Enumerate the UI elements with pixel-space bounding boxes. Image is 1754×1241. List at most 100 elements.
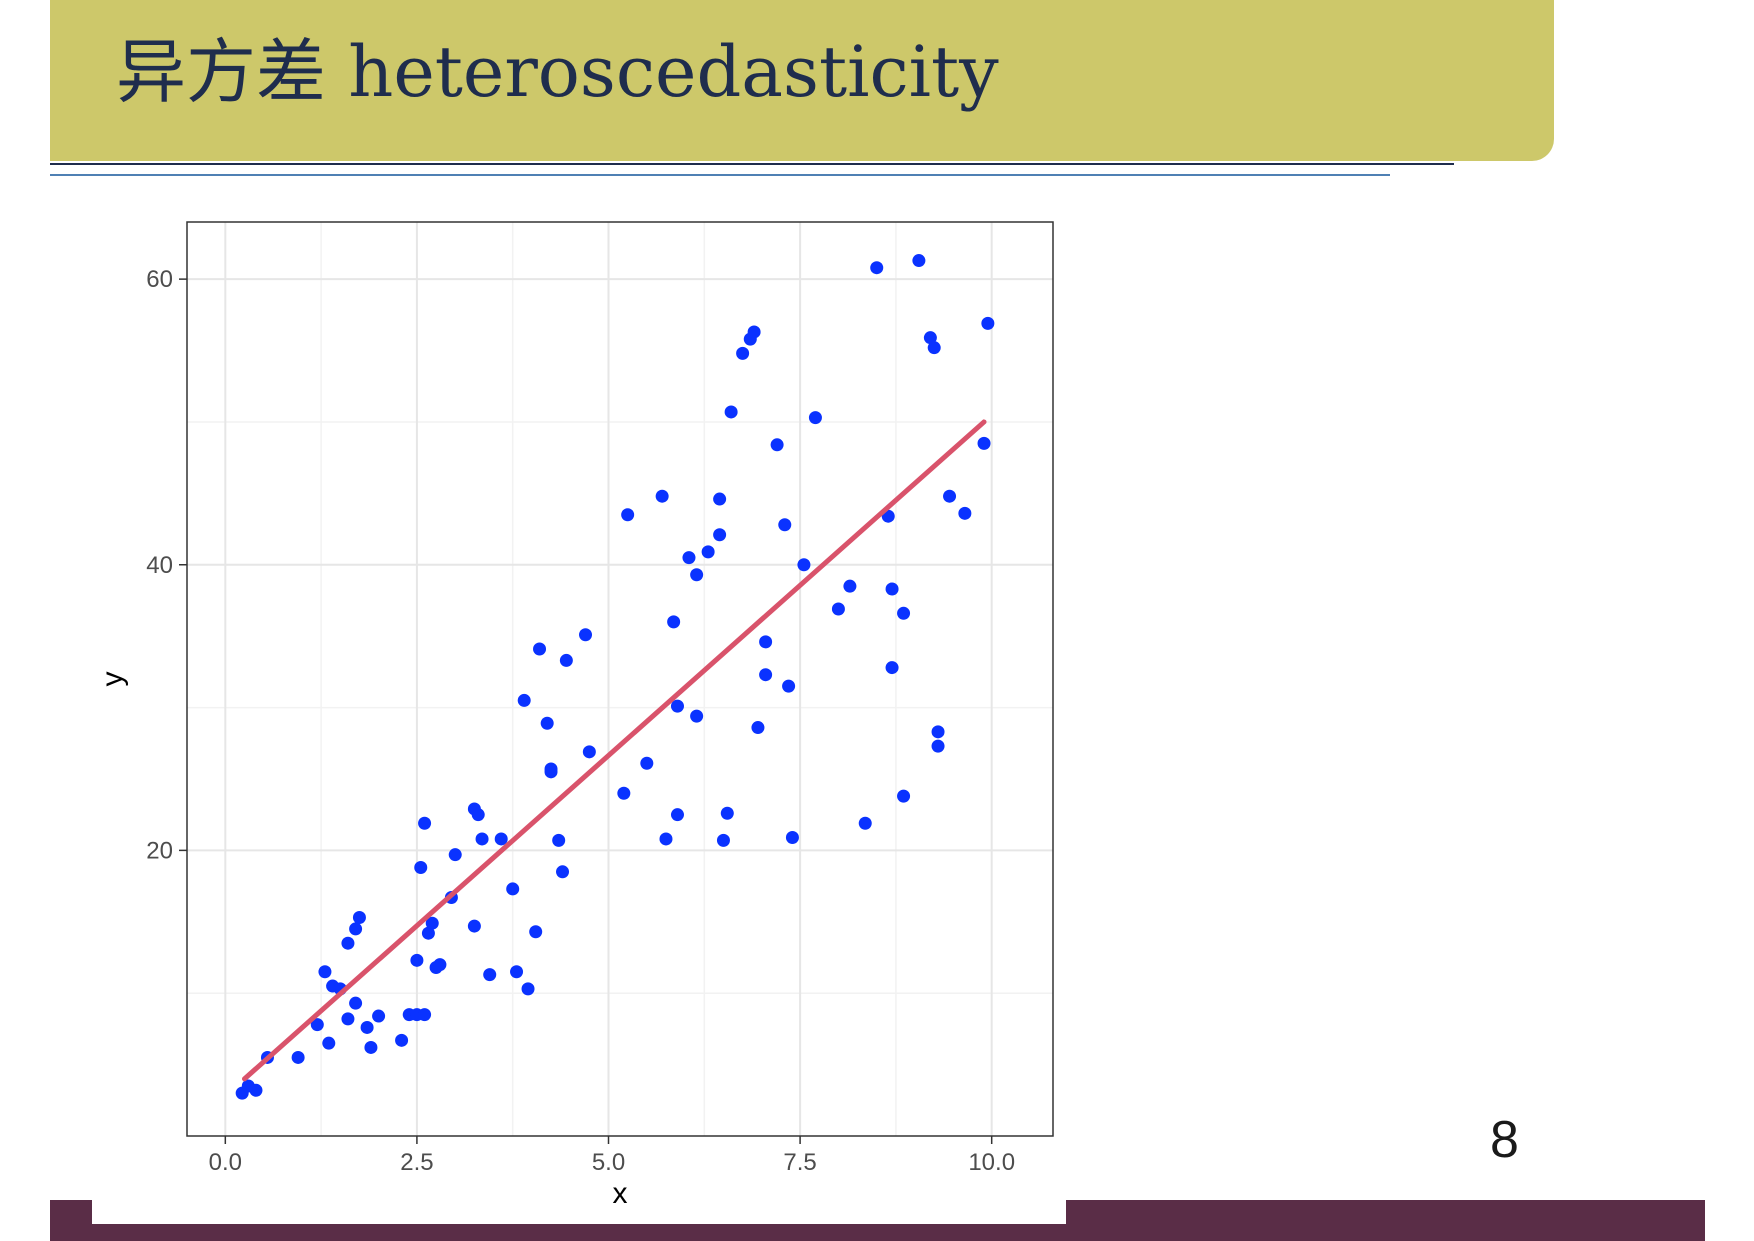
data-point: [341, 936, 355, 950]
data-point: [421, 926, 435, 940]
data-point: [670, 699, 684, 713]
data-point: [621, 508, 635, 522]
data-point: [797, 558, 811, 572]
slide-title: 异方差 heteroscedasticity: [116, 31, 999, 113]
data-point: [467, 919, 481, 933]
y-tick-label: 60: [146, 266, 173, 293]
y-tick-label: 20: [146, 837, 173, 864]
data-point: [931, 739, 945, 753]
data-point: [552, 833, 566, 847]
data-point: [659, 832, 673, 846]
data-point: [927, 341, 941, 355]
y-tick-label: 40: [146, 552, 173, 579]
data-point: [923, 331, 937, 345]
data-point: [322, 1036, 336, 1050]
data-point: [341, 1012, 355, 1026]
data-point: [759, 635, 773, 649]
data-point: [713, 492, 727, 506]
x-tick-label: 7.5: [783, 1149, 816, 1176]
x-tick-label: 10.0: [968, 1149, 1015, 1176]
data-point: [617, 786, 631, 800]
data-point: [831, 602, 845, 616]
page-number: 8: [1490, 1111, 1519, 1169]
data-point: [885, 661, 899, 675]
data-point: [517, 693, 531, 707]
data-point: [724, 405, 738, 419]
title-rule-blue: [50, 174, 1390, 176]
y-axis-label: y: [96, 672, 129, 687]
data-point: [521, 982, 535, 996]
data-point: [667, 615, 681, 629]
data-point: [751, 721, 765, 735]
data-point: [682, 551, 696, 565]
data-point: [544, 765, 558, 779]
data-point: [870, 261, 884, 275]
data-point: [778, 518, 792, 532]
data-point: [318, 965, 332, 979]
data-point: [360, 1020, 374, 1034]
data-point: [981, 316, 995, 330]
data-point: [418, 1008, 432, 1022]
x-tick-label: 5.0: [592, 1149, 625, 1176]
data-point: [471, 808, 485, 822]
data-point: [701, 545, 715, 559]
data-point: [720, 806, 734, 820]
x-tick-label: 0.0: [209, 1149, 242, 1176]
data-point: [931, 725, 945, 739]
data-point: [690, 568, 704, 582]
data-points: [235, 254, 995, 1100]
data-point: [897, 789, 911, 803]
data-point: [249, 1083, 263, 1097]
x-axis-label: x: [613, 1177, 628, 1210]
x-tick-label: 2.5: [400, 1149, 433, 1176]
data-point: [782, 679, 796, 693]
title-bar: 异方差 heteroscedasticity: [50, 0, 1554, 161]
grid-lines: [187, 222, 1053, 1136]
data-point: [448, 848, 462, 862]
data-point: [352, 910, 366, 924]
data-point: [713, 528, 727, 542]
data-point: [897, 606, 911, 620]
axis-ticks: 0.0 2.5 5.0 7.5 10.0 20 40 60: [146, 266, 1015, 1176]
data-point: [310, 1018, 324, 1032]
data-point: [372, 1009, 386, 1023]
data-point: [510, 965, 524, 979]
data-point: [418, 816, 432, 830]
data-point: [395, 1033, 409, 1047]
fit-line-layer: [241, 419, 987, 1082]
data-point: [943, 489, 957, 503]
data-point: [533, 642, 547, 656]
chart-panel: 0.0 2.5 5.0 7.5 10.0 20 40 60 x y: [92, 208, 1066, 1224]
data-point: [579, 628, 593, 642]
plot-panel-background: [187, 222, 1053, 1136]
data-point: [843, 579, 857, 593]
data-point: [958, 506, 972, 520]
data-point: [349, 996, 363, 1010]
data-point: [640, 756, 654, 770]
data-point: [858, 816, 872, 830]
data-point: [506, 882, 520, 896]
data-point: [559, 653, 573, 667]
data-point: [690, 709, 704, 723]
data-point: [433, 958, 447, 972]
data-point: [670, 808, 684, 822]
data-point: [364, 1040, 378, 1054]
data-point: [716, 833, 730, 847]
data-point: [655, 489, 669, 503]
data-point: [483, 968, 497, 982]
data-point: [808, 411, 822, 425]
data-point: [912, 254, 926, 268]
title-rule-dark: [50, 163, 1454, 165]
data-point: [291, 1050, 305, 1064]
data-point: [759, 668, 773, 682]
data-point: [425, 916, 439, 930]
data-point: [475, 832, 489, 846]
data-point: [582, 745, 596, 759]
data-point: [410, 953, 424, 967]
data-point: [770, 438, 784, 452]
data-point: [785, 831, 799, 845]
data-point: [529, 925, 543, 939]
data-point: [747, 325, 761, 339]
data-point: [349, 922, 363, 936]
data-point: [885, 582, 899, 596]
